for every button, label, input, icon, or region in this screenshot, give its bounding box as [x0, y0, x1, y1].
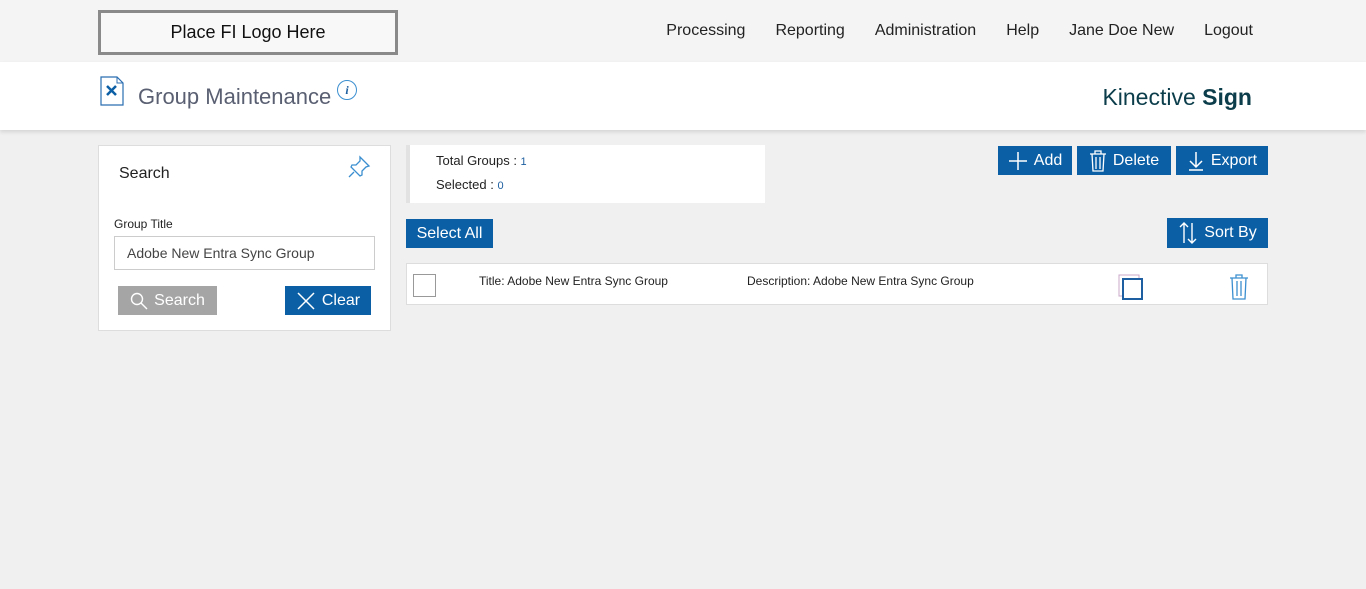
selected-count: Selected : 0: [436, 177, 504, 192]
search-heading: Search: [119, 165, 170, 182]
delete-button[interactable]: Delete: [1077, 146, 1171, 175]
row-title: Title: Adobe New Entra Sync Group: [479, 274, 668, 288]
select-all-button[interactable]: Select All: [406, 219, 493, 248]
close-icon: [297, 291, 315, 310]
row-checkbox[interactable]: [413, 274, 436, 297]
top-bar: Place FI Logo Here Processing Reporting …: [0, 0, 1366, 62]
group-stats: Total Groups : 1 Selected : 0: [406, 145, 765, 203]
search-icon: [130, 292, 148, 309]
nav-logout[interactable]: Logout: [1204, 22, 1253, 39]
nav-reporting[interactable]: Reporting: [775, 22, 845, 39]
nav-processing[interactable]: Processing: [666, 22, 746, 39]
copy-icon[interactable]: [1117, 273, 1145, 301]
page-title: Group Maintenance: [138, 84, 332, 109]
page-header: Group Maintenance i Kinective Sign: [0, 62, 1366, 130]
total-groups: Total Groups : 1: [436, 153, 527, 168]
sort-icon: [1179, 222, 1197, 244]
trash-icon: [1089, 149, 1106, 172]
main-nav: Processing Reporting Administration Help…: [666, 22, 1253, 40]
table-row: Title: Adobe New Entra Sync Group Descri…: [406, 263, 1268, 305]
trash-icon[interactable]: [1229, 274, 1249, 300]
pin-icon[interactable]: [346, 154, 372, 180]
document-tools-icon: [100, 76, 124, 106]
nav-administration[interactable]: Administration: [874, 22, 977, 39]
search-button[interactable]: Search: [118, 286, 217, 315]
add-button[interactable]: Add: [998, 146, 1072, 175]
plus-icon: [1008, 151, 1027, 170]
info-icon[interactable]: i: [337, 80, 357, 100]
group-title-label: Group Title: [114, 217, 173, 231]
row-description: Description: Adobe New Entra Sync Group: [747, 274, 974, 288]
export-button[interactable]: Export: [1176, 146, 1268, 175]
logo-placeholder: Place FI Logo Here: [98, 10, 398, 55]
clear-button[interactable]: Clear: [285, 286, 371, 315]
brand-logo: Kinective Sign: [1102, 84, 1252, 110]
group-title-input[interactable]: [114, 236, 375, 270]
nav-user[interactable]: Jane Doe New: [1069, 22, 1175, 39]
sort-by-button[interactable]: Sort By: [1167, 218, 1268, 248]
nav-help[interactable]: Help: [1006, 22, 1040, 39]
search-panel: Search Group Title Search Clear: [98, 145, 391, 331]
download-icon: [1188, 151, 1203, 171]
